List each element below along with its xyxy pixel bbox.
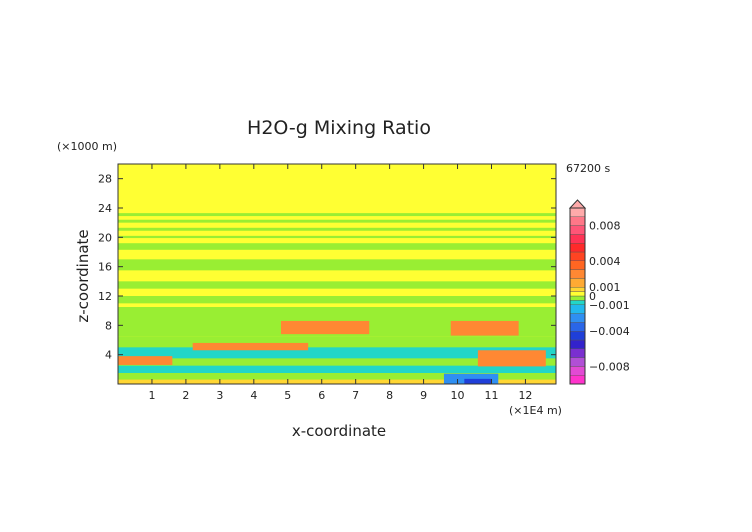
colorbar-band (569, 242, 586, 253)
colorbar-band (569, 304, 586, 314)
colorbar-band (569, 300, 586, 305)
colorbar-tick-label: −0.001 (589, 299, 630, 312)
x-tick-label: 4 (250, 389, 257, 402)
field-region (118, 379, 556, 384)
colorbar-band (569, 278, 586, 288)
field-region (118, 281, 556, 289)
colorbar-tick-label: −0.004 (589, 325, 630, 338)
field-region (118, 235, 556, 239)
field-region (118, 219, 556, 223)
colorbar-tick-label: 0.004 (589, 255, 621, 268)
x-tick-label: 12 (518, 389, 532, 402)
field-region (118, 259, 556, 271)
x-axis-label: x-coordinate (292, 422, 386, 440)
chart-title: H2O-g Mixing Ratio (247, 117, 431, 139)
x-axis-ticks: 1 2 3 4 5 6 7 8 9 10 11 12 (148, 164, 532, 402)
y-axis-label: z-coordinate (74, 229, 92, 322)
colorbar-band (569, 260, 586, 270)
colorbar-band (569, 291, 586, 297)
colorbar-tick-label: −0.008 (589, 360, 630, 373)
colorbar-band (569, 357, 586, 367)
colorbar-extend-arrow (568, 199, 587, 209)
x-tick-label: 8 (386, 389, 393, 402)
field-region (477, 350, 546, 367)
colorbar-band (569, 331, 586, 341)
colorbar-band (569, 207, 586, 218)
y-tick-label: 20 (98, 231, 112, 244)
colorbar-band (569, 287, 586, 292)
colorbar-tick-label: 0.008 (589, 220, 621, 233)
y-tick-label: 24 (98, 202, 112, 215)
field-region (192, 342, 309, 351)
field-region (118, 227, 556, 231)
colorbar-band (569, 313, 586, 323)
x-tick-label: 11 (484, 389, 498, 402)
colorbar-band (569, 225, 586, 235)
colorbar-tick-label: 0.001 (589, 281, 621, 294)
heatmap-field (118, 164, 556, 384)
y-tick-label: 12 (98, 290, 112, 303)
y-axis-ticks: 4 8 12 16 20 24 28 (98, 173, 556, 362)
y-tick-label: 28 (98, 173, 112, 186)
colorbar-band (569, 234, 586, 244)
y-tick-label: 4 (105, 349, 112, 362)
field-region (450, 320, 519, 336)
field-region (118, 365, 556, 373)
y-tick-label: 8 (105, 319, 112, 332)
field-region (280, 320, 370, 335)
field-region (118, 296, 556, 304)
colorbar (568, 199, 587, 385)
field-region (464, 378, 492, 384)
x-tick-label: 6 (318, 389, 325, 402)
y-unit-label: (×1000 m) (57, 140, 117, 153)
x-tick-label: 1 (148, 389, 155, 402)
colorbar-band (569, 295, 586, 301)
colorbar-band (569, 366, 586, 376)
colorbar-band (569, 339, 586, 350)
colorbar-band (569, 322, 586, 332)
plot-frame (117, 163, 557, 385)
colorbar-tick-label: 0 (589, 290, 596, 303)
field-region (118, 347, 556, 359)
colorbar-band (569, 251, 586, 262)
field-region (118, 164, 556, 179)
x-tick-label: 5 (284, 389, 291, 402)
colorbar-band (569, 216, 586, 226)
colorbar-band (569, 269, 586, 279)
colorbar-band (569, 348, 586, 358)
field-region (118, 213, 556, 217)
x-tick-label: 7 (352, 389, 359, 402)
x-tick-label: 3 (216, 389, 223, 402)
x-tick-label: 2 (182, 389, 189, 402)
x-unit-label: (×1E4 m) (509, 404, 562, 417)
x-tick-label: 10 (451, 389, 465, 402)
x-tick-label: 9 (420, 389, 427, 402)
colorbar-band (569, 375, 586, 385)
field-region (118, 356, 173, 365)
field-region (118, 243, 556, 250)
time-label: 67200 s (566, 162, 610, 175)
y-tick-label: 16 (98, 261, 112, 274)
